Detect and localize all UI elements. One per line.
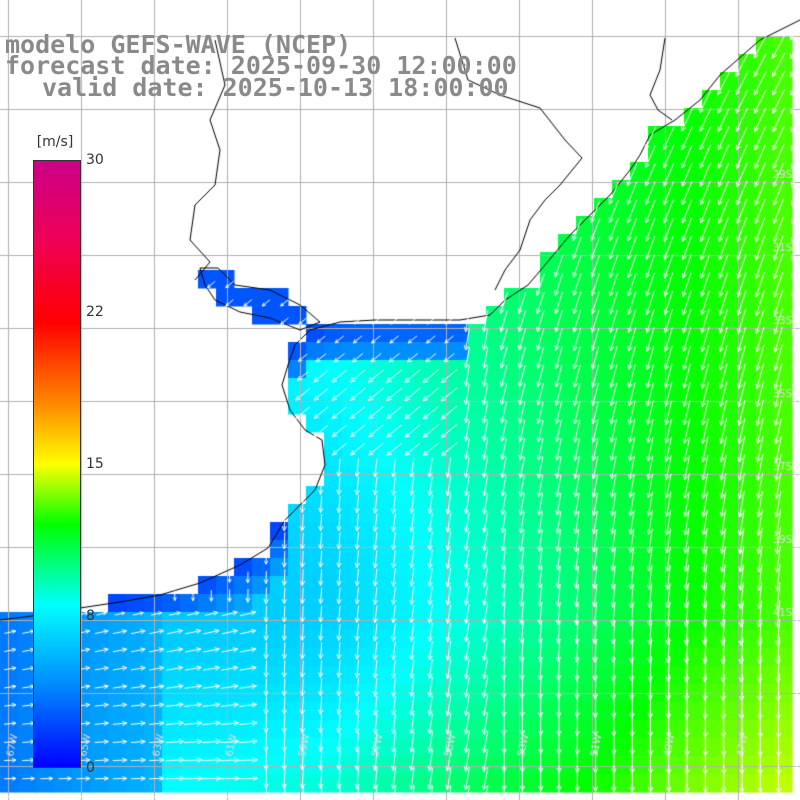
colorbar-tick-30: 30 [86, 152, 104, 168]
colorbar-tick-22: 22 [86, 304, 104, 320]
forecast-date-label: forecast date: 2025-09-30 12:00:00 [5, 51, 517, 80]
colorbar-tick-0: 0 [86, 760, 95, 776]
colorbar-tick-8: 8 [86, 608, 95, 624]
colorbar-tick-15: 15 [86, 456, 104, 472]
model-title: modelo GEFS-WAVE (NCEP) [5, 30, 352, 59]
colorbar [33, 160, 81, 768]
valid-date-label: valid date: 2025-10-13 18:00:00 [42, 73, 509, 102]
colorbar-unit-label: [m/s] [36, 134, 74, 150]
